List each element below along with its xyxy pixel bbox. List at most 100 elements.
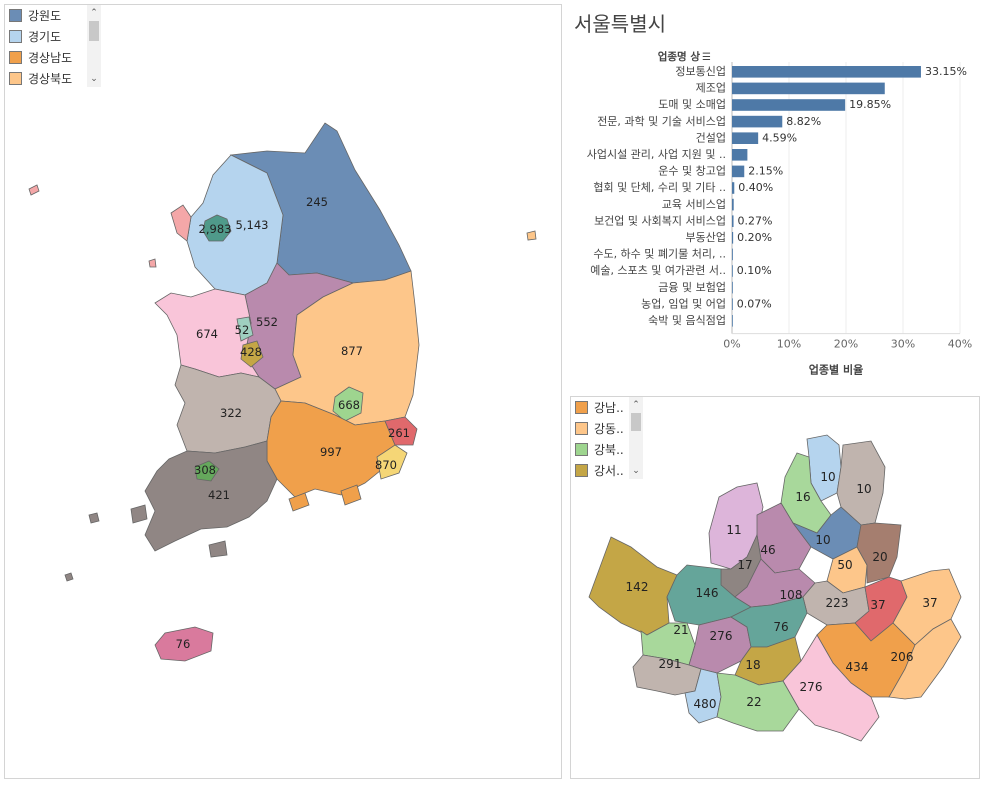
region-incheon[interactable] xyxy=(170,204,192,242)
category-label[interactable]: 제조업 xyxy=(696,82,726,95)
seoul-legend[interactable]: 강남.. 강동.. 강북.. 강서.. xyxy=(571,397,627,481)
category-label[interactable]: 정보통신업 xyxy=(675,65,726,78)
category-label[interactable]: 전문, 과학 및 기술 서비스업 xyxy=(597,115,726,128)
bar[interactable] xyxy=(732,265,733,277)
island xyxy=(130,504,148,524)
region-sejong[interactable] xyxy=(236,316,254,342)
legend-item[interactable]: 강원도 xyxy=(5,5,85,26)
map-value-label: 52 xyxy=(235,323,250,337)
region-jeju[interactable] xyxy=(154,626,214,662)
bar[interactable] xyxy=(732,66,921,78)
scroll-up-icon[interactable]: ⌃ xyxy=(90,8,98,18)
map-value-label: 17 xyxy=(737,558,752,572)
scroll-thumb[interactable] xyxy=(89,21,99,41)
seoul-map: 10 10 16 11 46 10 50 20 17 142 146 108 223 37 37 21 276 7… xyxy=(588,434,962,742)
scroll-down-icon[interactable]: ⌄ xyxy=(632,466,640,476)
region-gwangju[interactable] xyxy=(194,460,220,482)
legend-label: 강원도 xyxy=(28,9,62,23)
category-label[interactable]: 부동산업 xyxy=(686,231,726,244)
map-value-label: 261 xyxy=(388,426,410,440)
region-busan[interactable] xyxy=(376,444,408,480)
district-gwanak[interactable] xyxy=(716,672,800,732)
legend-label: 강남.. xyxy=(594,401,624,415)
category-label[interactable]: 보건업 및 사회복지 서비스업 xyxy=(594,214,726,227)
chart-title: 서울특별시 xyxy=(574,12,666,36)
bar-value-label: 4.59% xyxy=(762,131,797,144)
legend-item[interactable]: 경상북도 xyxy=(5,68,85,89)
map-value-label: 674 xyxy=(196,327,218,341)
region-jeonnam[interactable] xyxy=(144,440,278,552)
category-label[interactable]: 교육 서비스업 xyxy=(662,198,726,211)
district-gangnam-east[interactable] xyxy=(888,618,962,700)
category-label[interactable]: 운수 및 창고업 xyxy=(658,165,726,178)
legend-item[interactable]: 강동.. xyxy=(571,418,627,439)
x-axis-title: 업종별 비율 xyxy=(809,363,863,377)
legend-item[interactable]: 경기도 xyxy=(5,26,85,47)
bar-value-label: 0.20% xyxy=(737,231,772,244)
bar[interactable] xyxy=(732,298,733,310)
map-value-label: 245 xyxy=(306,195,328,209)
map-value-label: 16 xyxy=(795,490,810,504)
map-value-label: 146 xyxy=(696,586,719,600)
bar[interactable] xyxy=(732,315,733,327)
scroll-down-icon[interactable]: ⌄ xyxy=(90,74,98,84)
map-value-label: 21 xyxy=(673,623,688,637)
sort-icon[interactable]: ☰ xyxy=(702,52,711,63)
bar[interactable] xyxy=(732,149,748,161)
district-seocho[interactable] xyxy=(782,634,880,742)
map-value-label: 2,983 xyxy=(199,222,232,236)
region-daejeon[interactable] xyxy=(240,340,264,368)
bar[interactable] xyxy=(732,82,885,95)
category-label[interactable]: 예술, 스포츠 및 여가관련 서.. xyxy=(590,264,726,277)
map-value-label: 50 xyxy=(837,558,852,572)
region-ulsan[interactable] xyxy=(384,416,418,446)
bar[interactable] xyxy=(732,115,783,128)
bar[interactable] xyxy=(732,99,846,111)
x-tick-label: 20% xyxy=(834,338,858,351)
category-label[interactable]: 협회 및 단체, 수리 및 기타 .. xyxy=(593,181,726,194)
category-label[interactable]: 금융 및 보험업 xyxy=(658,281,726,294)
bar[interactable] xyxy=(732,165,745,178)
map-value-label: 46 xyxy=(760,543,775,557)
island xyxy=(28,184,40,196)
island xyxy=(288,492,310,512)
y-axis-header[interactable]: 업종명 상 xyxy=(658,50,701,63)
map-value-label: 308 xyxy=(194,463,216,477)
legend-item[interactable]: 경상남도 xyxy=(5,47,85,68)
bar[interactable] xyxy=(732,281,733,294)
x-tick-label: 30% xyxy=(891,338,915,351)
seoul-legend-scrollbar[interactable]: ⌃ ⌄ xyxy=(629,397,643,479)
legend-item[interactable]: 강남.. xyxy=(571,397,627,418)
map-value-label: 5,143 xyxy=(236,218,269,232)
map-value-label: 37 xyxy=(870,598,885,612)
scroll-thumb[interactable] xyxy=(631,413,641,431)
category-label[interactable]: 사업시설 관리, 사업 지원 및 .. xyxy=(587,148,726,161)
region-seoul[interactable] xyxy=(202,214,232,242)
legend-swatch xyxy=(9,51,22,64)
category-label[interactable]: 수도, 하수 및 폐기물 처리, .. xyxy=(593,247,726,261)
korea-legend-scrollbar[interactable]: ⌃ ⌄ xyxy=(87,5,101,87)
map-value-label: 877 xyxy=(341,344,363,358)
category-label[interactable]: 도매 및 소매업 xyxy=(658,98,726,111)
region-daegu[interactable] xyxy=(332,386,364,422)
map-value-label: 76 xyxy=(176,637,191,651)
legend-swatch xyxy=(575,443,588,456)
map-value-label: 480 xyxy=(694,697,717,711)
bar[interactable] xyxy=(732,215,734,227)
map-value-label: 142 xyxy=(626,580,649,594)
map-value-label: 223 xyxy=(826,596,849,610)
category-label[interactable]: 숙박 및 음식점업 xyxy=(648,314,726,327)
scroll-up-icon[interactable]: ⌃ xyxy=(632,400,640,410)
legend-item[interactable]: 강서.. xyxy=(571,460,627,481)
legend-swatch xyxy=(9,9,22,22)
bar[interactable] xyxy=(732,198,734,211)
bar[interactable] xyxy=(732,182,735,194)
category-label[interactable]: 건설업 xyxy=(696,131,726,144)
category-label[interactable]: 농업, 임업 및 어업 xyxy=(641,297,726,310)
bar[interactable] xyxy=(732,132,759,144)
bar[interactable] xyxy=(732,248,733,261)
legend-item[interactable]: 강북.. xyxy=(571,439,627,460)
bar[interactable] xyxy=(732,232,734,244)
seoul-map-panel: 강남.. 강동.. 강북.. 강서.. ⌃ ⌄ xyxy=(570,396,980,779)
